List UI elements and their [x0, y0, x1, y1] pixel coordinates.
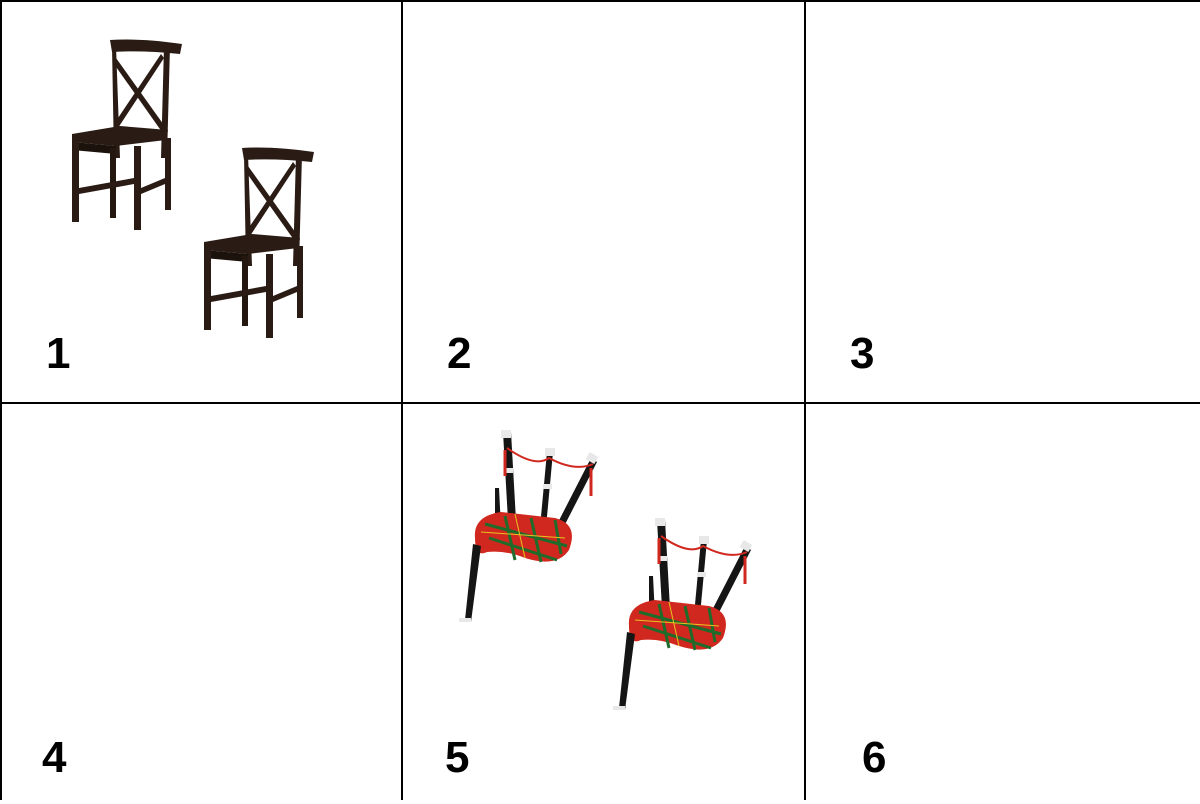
grid-cell-1[interactable]: 1 [2, 2, 401, 402]
cell-number: 1 [46, 329, 71, 378]
bagpipes-icon [613, 518, 753, 710]
grid-cell-5[interactable]: 5 [403, 404, 804, 804]
cell-number: 6 [862, 733, 887, 782]
cell-number: 5 [445, 733, 470, 782]
grid-cell-4[interactable]: 4 [2, 404, 401, 804]
grid-cell-6[interactable]: 6 [806, 404, 1200, 804]
chair-icon [204, 147, 314, 338]
cell-number: 2 [447, 329, 472, 378]
chair-icon [72, 39, 182, 230]
bagpipes-icon [459, 430, 599, 622]
grid-cell-3[interactable]: 3 [806, 2, 1200, 402]
cell-number: 4 [42, 733, 67, 782]
grid-cell-2[interactable]: 2 [403, 2, 804, 402]
cell-number: 3 [850, 329, 875, 378]
